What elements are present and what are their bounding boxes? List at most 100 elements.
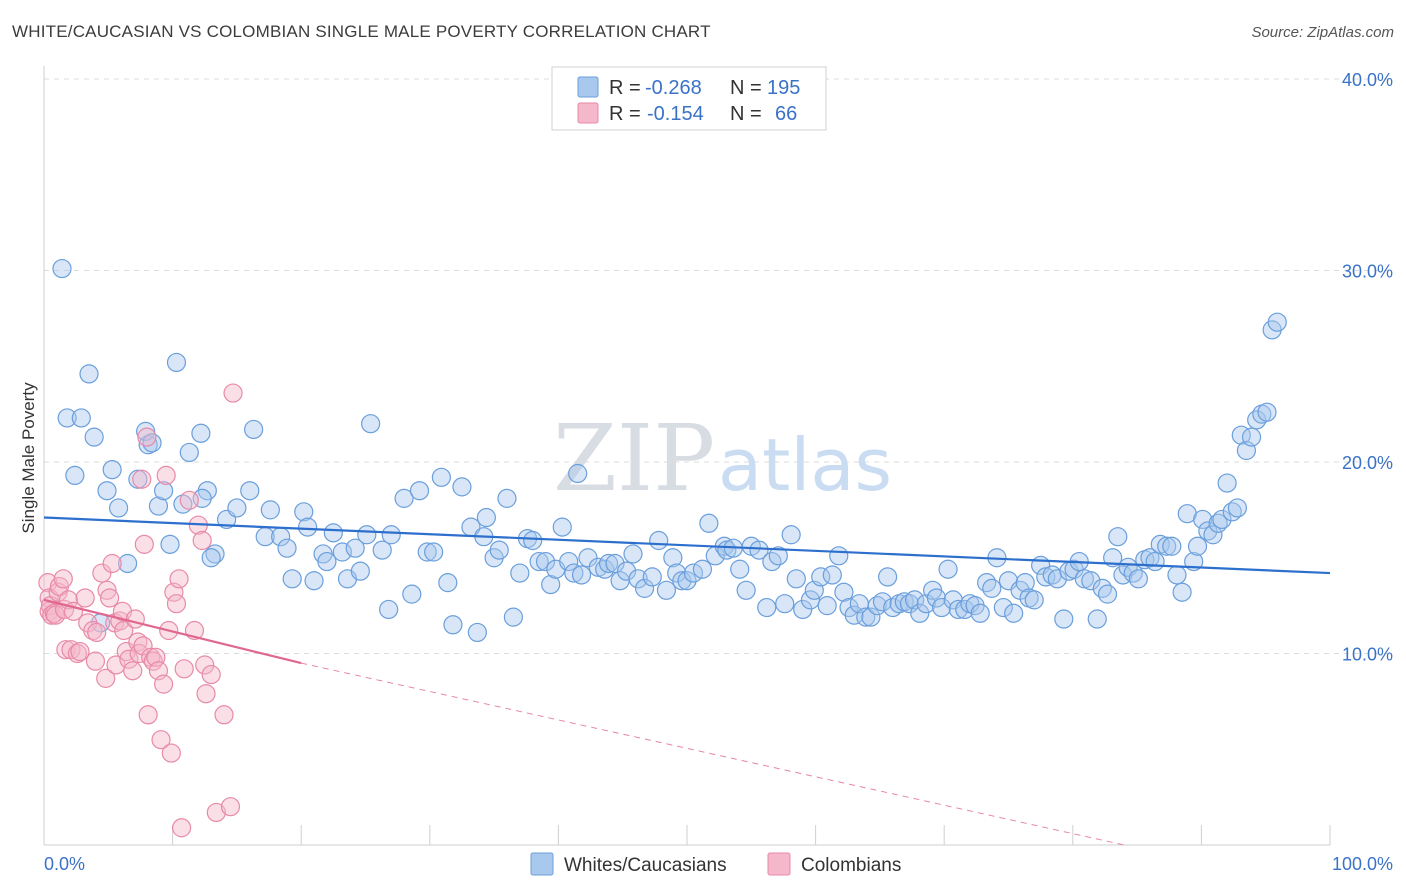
data-point-colombians <box>92 563 112 583</box>
data-point-whites <box>191 423 211 443</box>
source-credit: Source: ZipAtlas.com <box>1251 24 1394 41</box>
data-point-whites <box>298 517 318 537</box>
data-point-whites <box>497 488 517 508</box>
data-point-whites <box>1167 565 1187 585</box>
data-point-whites <box>409 481 430 501</box>
data-point-colombians <box>97 580 117 600</box>
watermark: ZIP atlas <box>553 405 892 512</box>
data-point-whites <box>304 571 324 591</box>
data-point-whites <box>402 584 422 604</box>
data-point-whites <box>605 553 625 574</box>
data-point-whites <box>332 542 352 562</box>
series-whites-points <box>52 258 1287 643</box>
x-tick-label: 0.0% <box>44 854 85 874</box>
data-point-whites <box>1193 509 1213 530</box>
data-point-whites <box>977 573 997 593</box>
data-point-whites <box>1227 498 1248 518</box>
data-point-whites <box>1004 603 1024 623</box>
data-point-colombians <box>75 588 95 608</box>
data-point-whites <box>568 463 588 484</box>
legend-r-value-1: -0.268 <box>645 77 702 99</box>
bottom-legend-swatch-pink <box>767 852 791 876</box>
data-point-whites <box>443 615 463 635</box>
data-point-whites <box>623 544 643 564</box>
data-point-colombians <box>192 530 212 551</box>
data-point-whites <box>616 561 637 581</box>
data-point-colombians <box>151 730 171 750</box>
data-point-colombians <box>169 569 189 589</box>
data-point-whites <box>142 433 162 453</box>
data-point-whites <box>357 525 377 545</box>
data-point-whites <box>345 538 365 558</box>
data-point-whites <box>642 567 662 587</box>
data-point-whites <box>65 465 85 486</box>
data-point-whites <box>529 551 549 572</box>
data-point-colombians <box>99 588 120 608</box>
series-colombians-points <box>38 383 243 838</box>
data-point-whites <box>982 578 1002 598</box>
data-point-whites <box>431 467 451 487</box>
data-point-whites <box>317 551 337 572</box>
data-point-whites <box>148 496 169 516</box>
data-point-whites <box>800 590 821 610</box>
data-point-whites <box>829 546 849 566</box>
data-point-whites <box>260 500 280 520</box>
tick-labels: 10.0% 20.0% 30.0% 40.0% 0.0% 100.0% <box>44 70 1393 874</box>
y-tick-label: 30.0% <box>1342 262 1393 282</box>
data-point-whites <box>57 408 77 428</box>
data-point-whites <box>438 573 458 593</box>
data-point-whites <box>108 498 129 518</box>
data-point-colombians <box>56 640 76 660</box>
data-point-colombians <box>134 534 154 554</box>
data-point-whites <box>663 548 683 568</box>
data-point-whites <box>910 603 930 623</box>
data-point-whites <box>503 607 523 627</box>
data-point-whites <box>97 481 117 501</box>
data-point-colombians <box>195 655 215 675</box>
data-point-whites <box>1054 609 1074 629</box>
trend-line-colombians-extension <box>301 662 1125 846</box>
data-point-whites <box>1097 584 1118 604</box>
data-point-whites <box>677 571 697 591</box>
data-point-whites <box>476 507 496 528</box>
data-point-whites <box>878 567 898 587</box>
data-point-whites <box>571 565 592 585</box>
data-point-colombians <box>156 465 176 486</box>
data-point-colombians <box>223 383 243 403</box>
data-point-whites <box>1024 590 1044 610</box>
data-point-whites <box>467 622 487 643</box>
data-point-whites <box>417 542 437 562</box>
data-point-whites <box>672 571 692 591</box>
data-point-colombians <box>153 674 174 694</box>
data-point-colombians <box>119 649 139 669</box>
data-point-whites <box>1241 427 1262 447</box>
data-point-whites <box>749 540 769 560</box>
legend-n-value-2: 66 <box>775 103 797 125</box>
data-point-whites <box>628 569 648 589</box>
data-point-whites <box>1140 548 1160 568</box>
data-point-whites <box>955 599 975 620</box>
bottom-legend: Whites/Caucasians Colombians <box>530 852 901 876</box>
data-point-whites <box>781 525 801 545</box>
data-point-whites <box>834 582 854 602</box>
data-point-whites <box>822 565 842 585</box>
data-point-whites <box>452 477 472 497</box>
data-point-whites <box>240 481 260 501</box>
data-point-whites <box>1212 509 1232 530</box>
data-point-colombians <box>174 659 194 679</box>
data-point-colombians <box>85 651 106 671</box>
x-tick-label: 100.0% <box>1332 854 1393 874</box>
data-point-whites <box>424 542 444 562</box>
data-point-colombians <box>38 573 58 593</box>
data-point-whites <box>489 540 509 560</box>
data-point-whites <box>1267 312 1287 332</box>
data-point-whites <box>559 551 579 572</box>
data-point-whites <box>768 546 788 566</box>
data-point-colombians <box>220 797 241 817</box>
data-point-whites <box>381 525 401 545</box>
data-point-whites <box>578 548 598 568</box>
y-tick-label: 10.0% <box>1342 645 1393 665</box>
data-point-whites <box>1092 578 1112 598</box>
data-point-whites <box>1081 571 1101 591</box>
